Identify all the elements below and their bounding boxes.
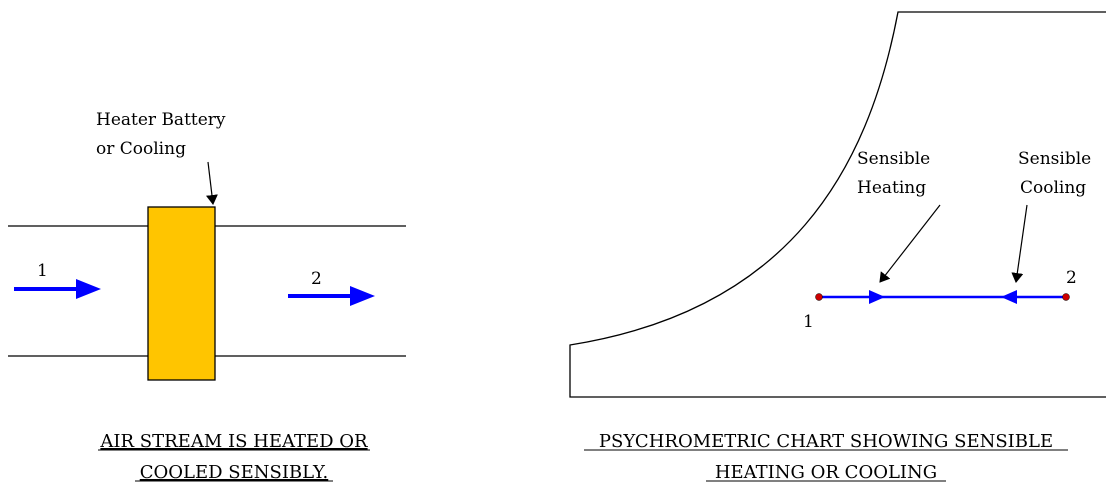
heating-pointer-line [879, 204, 941, 283]
state-point-2 [1062, 293, 1070, 301]
right-caption-line2: HEATING OR COOLING [715, 462, 937, 483]
cooling-direction-arrowhead [1001, 290, 1017, 304]
heating-label-line1: Sensible [857, 149, 930, 169]
left-caption-line2: COOLED SENSIBLY. [140, 462, 329, 483]
psychrometric-chart: 1 2 Sensible Heating Sensible Cooling PS… [569, 11, 1106, 483]
cooling-label-line2: Cooling [1020, 178, 1086, 198]
cooling-pointer-line [1011, 204, 1028, 283]
state-point-1 [815, 293, 823, 301]
cooling-label-line1: Sensible [1018, 149, 1091, 169]
right-caption-line1: PSYCHROMETRIC CHART SHOWING SENSIBLE [599, 431, 1053, 452]
heater-pointer-line [205, 161, 218, 205]
inlet-label: 1 [37, 261, 48, 281]
heater-battery [147, 206, 216, 381]
state-point-1-label: 1 [803, 312, 814, 332]
heater-label-line2: or Cooling [96, 139, 186, 159]
saturation-curve-outline [569, 11, 1106, 398]
outlet-label: 2 [311, 269, 322, 289]
heater-label-line1: Heater Battery [96, 110, 226, 130]
left-caption-line1: AIR STREAM IS HEATED OR [99, 431, 368, 452]
heating-direction-arrowhead [869, 290, 885, 304]
state-point-2-label: 2 [1066, 268, 1077, 288]
outlet-flow-arrow [288, 286, 375, 306]
duct-schematic: Heater Battery or Cooling 1 2 AIR STREAM… [8, 110, 406, 483]
inlet-flow-arrow [14, 279, 101, 299]
heating-label-line2: Heating [857, 178, 926, 198]
